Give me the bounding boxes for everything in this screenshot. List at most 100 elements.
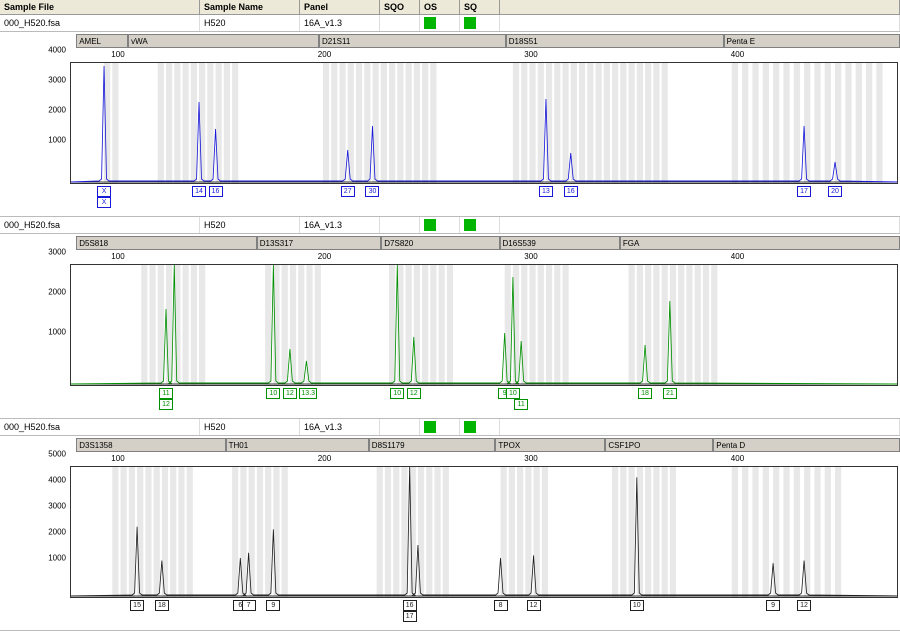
x-tick-label: 200 <box>318 454 331 463</box>
allele-call-box[interactable]: 18 <box>638 388 652 399</box>
chart-wrap: 1002003004001112101213.31012910111821 <box>70 252 896 414</box>
spacer-cell <box>500 419 900 435</box>
x-tick-label: 400 <box>731 454 744 463</box>
loci-bar: AMELvWAD21S11D18S51Penta E <box>70 34 900 50</box>
locus-label[interactable]: D8S1179 <box>369 438 496 452</box>
allele-call-box[interactable]: X <box>97 186 111 197</box>
status-green-icon <box>424 17 436 29</box>
sample-file-cell[interactable]: 000_H520.fsa <box>0 419 200 435</box>
allele-call-box[interactable]: 12 <box>527 600 541 611</box>
sample-file-cell[interactable]: 000_H520.fsa <box>0 15 200 31</box>
allele-call-box[interactable]: 12 <box>283 388 297 399</box>
locus-label[interactable]: TH01 <box>226 438 369 452</box>
y-axis: 10002000300040005000 <box>0 454 70 584</box>
x-tick-label: 400 <box>731 252 744 261</box>
allele-call-box[interactable]: 14 <box>192 186 206 197</box>
locus-label[interactable]: D18S51 <box>506 34 724 48</box>
locus-label[interactable]: D21S11 <box>319 34 506 48</box>
allele-call-box[interactable]: 17 <box>403 611 417 622</box>
locus-label[interactable]: CSF1PO <box>605 438 713 452</box>
allele-call-box[interactable]: 8 <box>494 600 508 611</box>
x-ruler: 100200300400 <box>70 252 896 264</box>
y-axis: 1000200030004000 <box>0 50 70 170</box>
allele-row: 1518679161781210912 <box>70 598 896 626</box>
status-green-icon <box>464 17 476 29</box>
locus-label[interactable]: D16S539 <box>500 236 620 250</box>
column-headers: Sample File Sample Name Panel SQO OS SQ <box>0 0 900 15</box>
y-tick-label: 2000 <box>48 106 66 115</box>
allele-call-box[interactable]: 10 <box>630 600 644 611</box>
panel-name-cell[interactable]: 16A_v1.3 <box>300 217 380 233</box>
sqo-cell <box>380 217 420 233</box>
x-ruler: 100200300400 <box>70 50 896 62</box>
col-sqo: SQO <box>380 0 420 14</box>
allele-call-box[interactable]: 12 <box>407 388 421 399</box>
locus-label[interactable]: AMEL <box>76 34 128 48</box>
sample-name-cell[interactable]: H520 <box>200 15 300 31</box>
allele-call-box[interactable]: 13.3 <box>299 388 317 399</box>
panel-info-bar: 000_H520.fsaH52016A_v1.3 <box>0 419 900 436</box>
y-tick-label: 1000 <box>48 328 66 337</box>
allele-call-box[interactable]: 10 <box>266 388 280 399</box>
locus-label[interactable]: vWA <box>128 34 319 48</box>
allele-call-box[interactable]: 11 <box>159 388 173 399</box>
allele-call-box[interactable]: 16 <box>209 186 223 197</box>
status-green-icon <box>464 421 476 433</box>
allele-call-box[interactable]: 11 <box>514 399 528 410</box>
col-sq: SQ <box>460 0 500 14</box>
allele-call-box[interactable]: 18 <box>155 600 169 611</box>
spacer-cell <box>500 217 900 233</box>
allele-call-box[interactable]: 16 <box>564 186 578 197</box>
panel-info-bar: 000_H520.fsaH52016A_v1.3 <box>0 217 900 234</box>
y-tick-label: 5000 <box>48 450 66 459</box>
electropherogram-chart[interactable] <box>70 466 898 598</box>
allele-call-box[interactable]: 15 <box>130 600 144 611</box>
y-tick-label: 2000 <box>48 288 66 297</box>
y-axis: 100020003000 <box>0 252 70 372</box>
y-tick-label: 3000 <box>48 76 66 85</box>
allele-call-box[interactable]: 21 <box>663 388 677 399</box>
locus-label[interactable]: Penta E <box>724 34 900 48</box>
x-tick-label: 300 <box>524 454 537 463</box>
allele-call-box[interactable]: X <box>97 197 111 208</box>
os-cell <box>420 419 460 435</box>
locus-label[interactable]: Penta D <box>713 438 900 452</box>
locus-label[interactable]: D5S818 <box>76 236 257 250</box>
panel-name-cell[interactable]: 16A_v1.3 <box>300 419 380 435</box>
col-panel: Panel <box>300 0 380 14</box>
allele-call-box[interactable]: 10 <box>390 388 404 399</box>
sqo-cell <box>380 15 420 31</box>
locus-label[interactable]: D13S317 <box>257 236 382 250</box>
sample-name-cell[interactable]: H520 <box>200 217 300 233</box>
sample-name-cell[interactable]: H520 <box>200 419 300 435</box>
locus-label[interactable]: FGA <box>620 236 900 250</box>
electropherogram-chart[interactable] <box>70 62 898 184</box>
allele-call-box[interactable]: 9 <box>766 600 780 611</box>
allele-call-box[interactable]: 20 <box>828 186 842 197</box>
locus-label[interactable]: TPOX <box>495 438 605 452</box>
locus-label[interactable]: D3S1358 <box>76 438 225 452</box>
panel-name-cell[interactable]: 16A_v1.3 <box>300 15 380 31</box>
loci-bar: D5S818D13S317D7S820D16S539FGA <box>70 236 900 252</box>
allele-call-box[interactable]: 12 <box>797 600 811 611</box>
locus-label[interactable]: D7S820 <box>381 236 499 250</box>
allele-call-box[interactable]: 7 <box>242 600 256 611</box>
allele-call-box[interactable]: 12 <box>159 399 173 410</box>
sqo-cell <box>380 419 420 435</box>
electropherogram-chart[interactable] <box>70 264 898 386</box>
allele-call-box[interactable]: 10 <box>506 388 520 399</box>
allele-call-box[interactable]: 16 <box>403 600 417 611</box>
allele-call-box[interactable]: 27 <box>341 186 355 197</box>
sample-file-cell[interactable]: 000_H520.fsa <box>0 217 200 233</box>
allele-call-box[interactable]: 13 <box>539 186 553 197</box>
x-tick-label: 400 <box>731 50 744 59</box>
y-tick-label: 3000 <box>48 502 66 511</box>
x-ruler: 100 200 300 400 <box>70 454 896 466</box>
allele-call-box[interactable]: 30 <box>365 186 379 197</box>
allele-call-box[interactable]: 17 <box>797 186 811 197</box>
x-tick-label: 100 <box>111 454 124 463</box>
allele-row: XX1416273013161720 <box>70 184 896 212</box>
x-tick-label: 200 <box>318 252 331 261</box>
allele-call-box[interactable]: 9 <box>266 600 280 611</box>
y-tick-label: 4000 <box>48 46 66 55</box>
